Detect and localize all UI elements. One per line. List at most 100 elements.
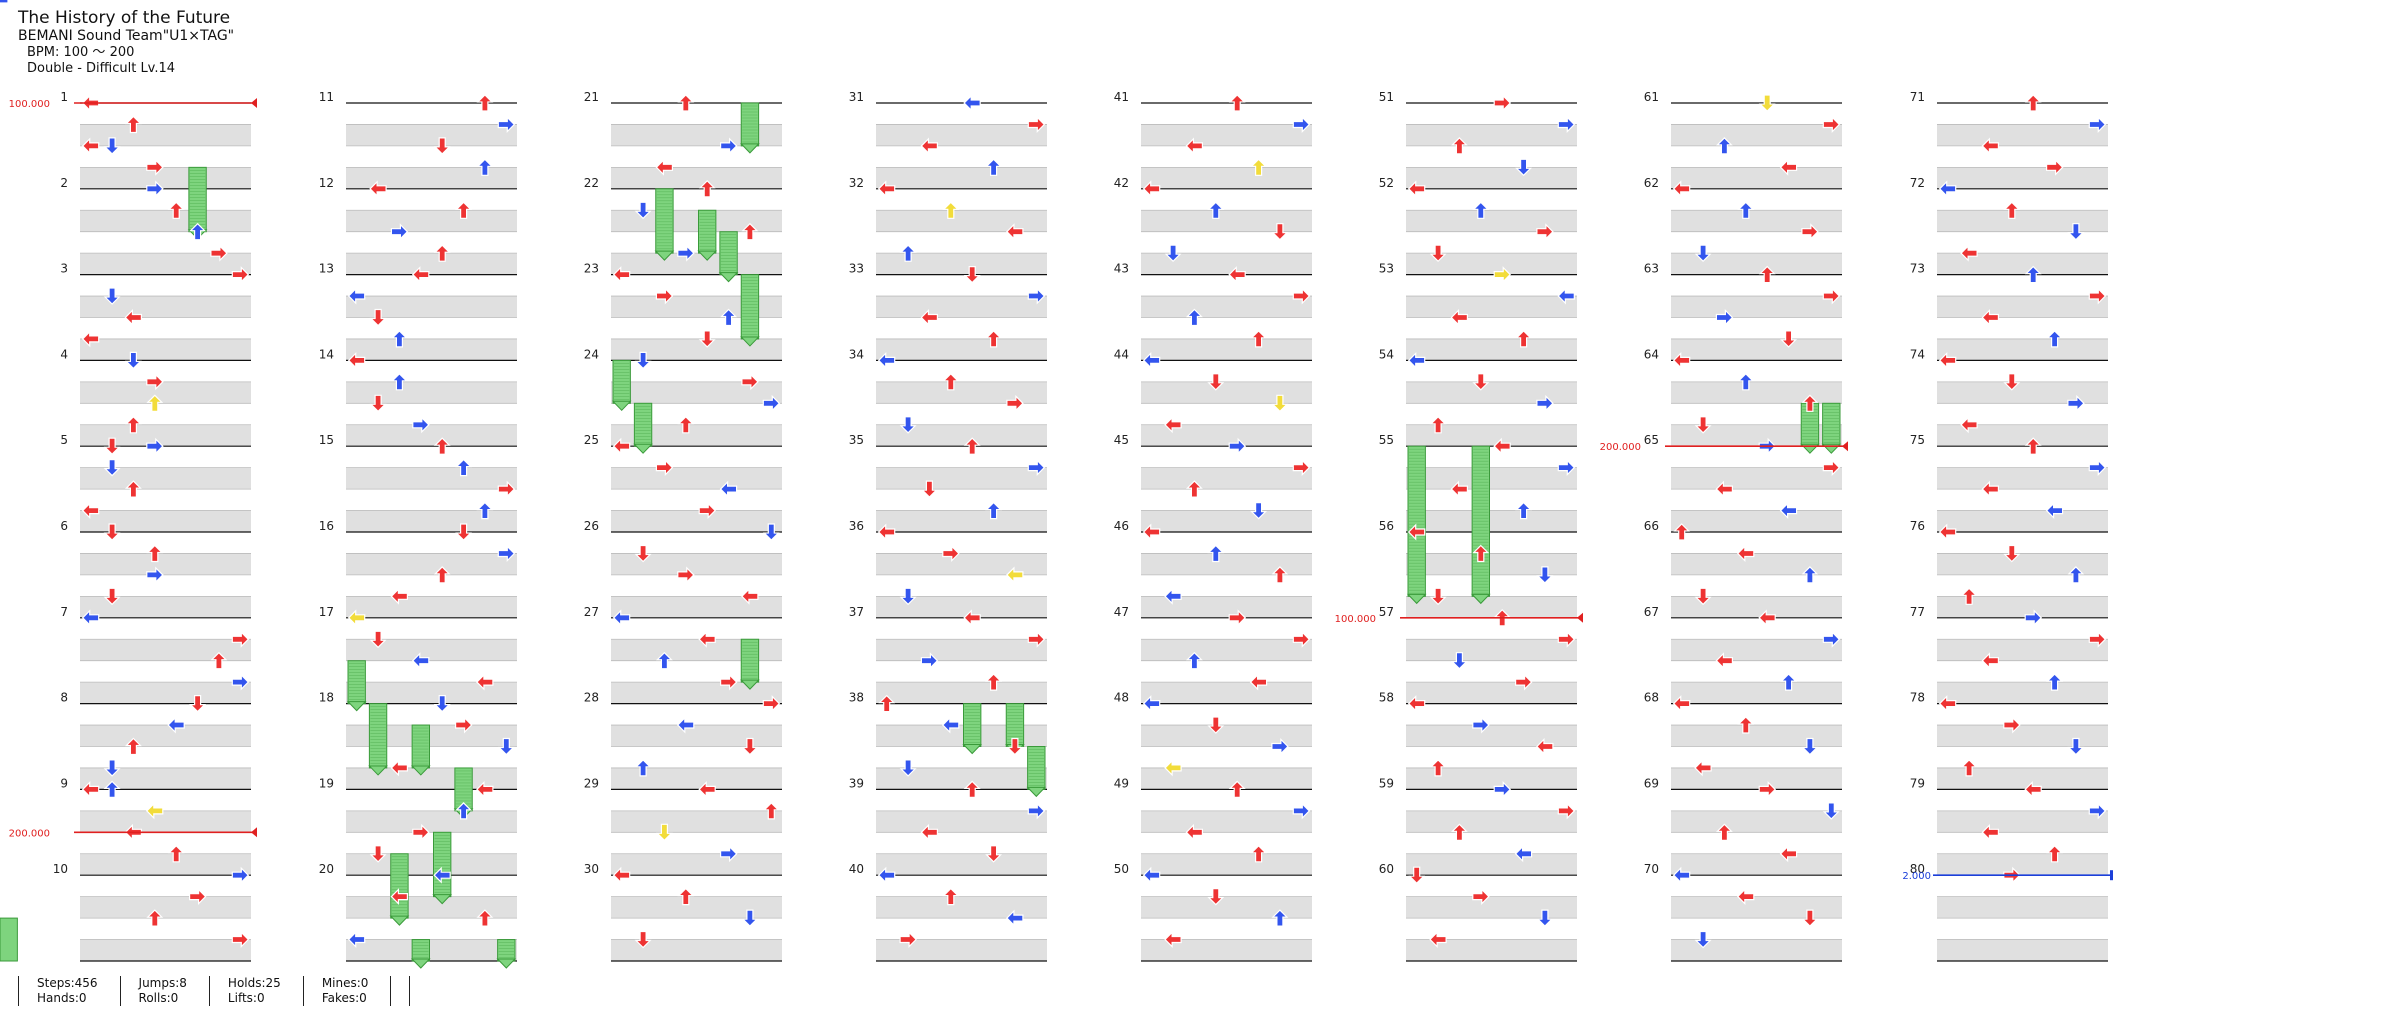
measure-number: 4 <box>60 347 68 361</box>
step-arrow <box>1694 587 1712 606</box>
step-arrow <box>476 501 494 520</box>
beat-stripe <box>611 510 782 532</box>
beat-stripe <box>876 124 1047 146</box>
step-arrow <box>963 94 981 112</box>
beat-stripe <box>80 124 251 146</box>
beat-stripe <box>1406 939 1577 961</box>
bpm-change-marker: 100.000 <box>9 98 257 110</box>
beat-stripe <box>1406 296 1577 318</box>
step-arrow <box>1715 652 1734 670</box>
step-arrow <box>1737 372 1755 391</box>
beat-stripe <box>1406 596 1577 618</box>
step-arrow <box>347 931 366 948</box>
step-arrow <box>877 866 896 884</box>
bpm-change-marker: 200.000 <box>9 827 257 839</box>
beat-stripe <box>346 939 517 961</box>
step-arrow <box>1408 866 1426 885</box>
step-arrow <box>1780 330 1798 348</box>
step-arrow <box>1006 394 1024 412</box>
step-arrow <box>1981 480 2000 498</box>
step-arrow <box>1450 652 1468 670</box>
step-arrow <box>762 394 781 412</box>
beat-stripe <box>346 296 517 318</box>
step-arrow <box>1801 737 1819 756</box>
step-arrow <box>124 415 142 434</box>
step-arrow <box>920 823 939 841</box>
beat-stripe <box>1141 210 1312 232</box>
step-arrow <box>1981 137 2000 155</box>
measure-column <box>611 102 782 962</box>
beat-stripe <box>1937 124 2108 146</box>
step-arrow <box>1736 545 1755 562</box>
measure-number: 56 <box>1379 519 1394 533</box>
step-arrow <box>942 545 960 562</box>
measure-number: 45 <box>1114 433 1129 447</box>
step-arrow <box>634 201 652 220</box>
step-arrow <box>1960 759 1978 777</box>
measure-number: 34 <box>849 347 864 361</box>
beat-stripe <box>1671 896 1842 919</box>
step-arrow <box>1938 180 1957 198</box>
step-arrow <box>1715 480 1734 498</box>
measure-number: 64 <box>1644 347 1659 361</box>
measure-number: 50 <box>1114 862 1129 876</box>
step-arrow <box>390 587 408 605</box>
beat-stripe <box>346 639 517 661</box>
hold-note <box>496 939 517 969</box>
beat-stripe <box>1406 210 1577 232</box>
step-arrow <box>433 137 451 155</box>
step-arrow <box>1292 116 1311 133</box>
beat-stripe <box>1671 381 1842 404</box>
step-arrow <box>1185 137 1204 155</box>
beat-stripe <box>876 853 1047 876</box>
hold-note <box>410 939 431 969</box>
step-arrow <box>1472 888 1490 906</box>
step-arrow <box>1515 501 1533 520</box>
step-arrow <box>81 137 100 155</box>
step-arrow <box>2046 844 2064 863</box>
hold-note <box>718 231 739 283</box>
beat-stripe <box>80 510 251 532</box>
beat-stripe <box>876 553 1047 575</box>
step-arrow <box>1429 759 1447 777</box>
measure-number: 39 <box>849 776 864 790</box>
beat-stripe <box>1406 853 1577 876</box>
measure-column <box>80 102 251 962</box>
hold-body <box>719 231 738 276</box>
step-arrow <box>698 630 716 648</box>
hold-tail <box>962 744 983 755</box>
hold-note <box>611 359 632 412</box>
measure-number: 49 <box>1114 776 1129 790</box>
beat-stripe <box>1937 725 2108 747</box>
step-arrow <box>146 544 164 563</box>
beat-stripe <box>1937 639 2108 661</box>
measure-number: 69 <box>1644 776 1659 790</box>
step-arrow <box>1801 223 1819 241</box>
step-arrow <box>103 437 121 456</box>
step-arrow <box>920 652 939 670</box>
beat-stripe <box>611 338 782 361</box>
step-arrow <box>1557 802 1576 820</box>
beat-stripe <box>876 210 1047 232</box>
hold-body <box>433 831 452 898</box>
stats-col-mines: Mines:0 Fakes:0 <box>302 976 391 1006</box>
step-arrow <box>1164 244 1182 263</box>
step-arrow <box>655 287 674 305</box>
beat-stripe <box>80 253 251 275</box>
measure-number: 78 <box>1910 691 1925 705</box>
measure-number: 68 <box>1644 691 1659 705</box>
hold-body <box>698 209 717 254</box>
step-arrow <box>1407 180 1426 198</box>
step-arrow <box>741 587 759 605</box>
beat-stripe <box>876 767 1047 790</box>
measure-number: 54 <box>1379 347 1394 361</box>
step-arrow <box>1027 459 1046 477</box>
bpm-label: 100.000 <box>9 99 50 110</box>
measure-column <box>1141 102 1312 962</box>
measure-number: 36 <box>849 519 864 533</box>
measure-number: 20 <box>319 862 334 876</box>
step-arrow <box>2046 330 2064 348</box>
step-arrow <box>677 566 695 584</box>
measure-number: 25 <box>584 433 599 447</box>
step-arrow <box>1960 587 1978 605</box>
